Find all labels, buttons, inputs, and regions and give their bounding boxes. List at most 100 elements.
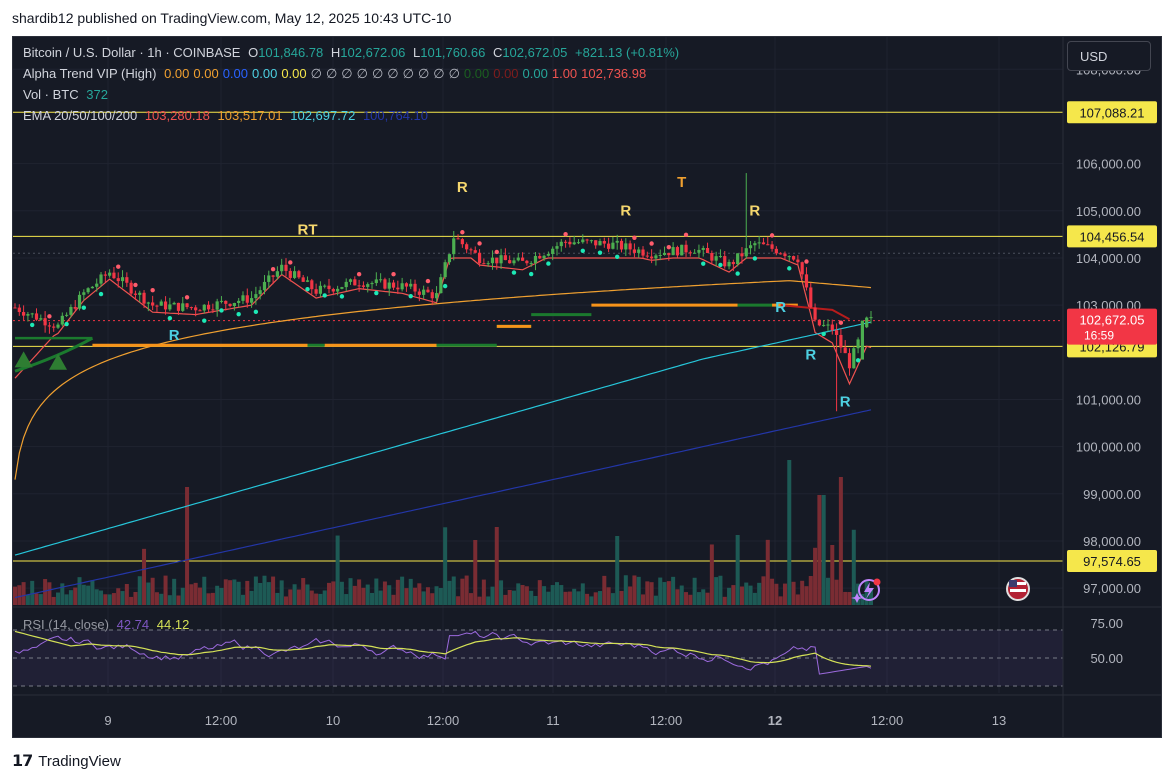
volume-bar (365, 584, 370, 605)
signal-dot (580, 248, 585, 253)
alpha-trend-value: 0.00 (222, 66, 249, 81)
candle-body (181, 303, 185, 311)
volume-bar (714, 577, 719, 605)
volume-bar (554, 582, 559, 605)
signal-dot (787, 266, 792, 271)
volume-bar (645, 581, 650, 605)
candle-body (559, 241, 563, 247)
volume-bar (202, 576, 207, 605)
candle-body (142, 292, 146, 304)
volume-bar (847, 592, 852, 605)
volume-bar (240, 594, 245, 605)
candle-body (129, 282, 133, 294)
signal-dot (150, 287, 155, 293)
volume-bar (615, 535, 620, 605)
last-price-label: 102,672.05 (1079, 313, 1144, 328)
volume-bar (722, 596, 727, 605)
signal-dot (236, 311, 241, 317)
candle-body (563, 241, 568, 243)
candle-body (262, 281, 267, 291)
signal-dot (838, 320, 844, 325)
volume-bar (692, 577, 697, 605)
candle-body (753, 243, 757, 246)
volume-name[interactable]: Vol · BTC (23, 87, 79, 102)
candle-body (761, 242, 766, 245)
footer-brand[interactable]: TradingView (38, 752, 121, 770)
volume-bar (150, 577, 155, 605)
alpha-trend-value: 1.00 (551, 66, 578, 81)
candle-body (284, 264, 288, 271)
price-tick-label: 104,000.00 (1076, 251, 1141, 266)
volume-bar (653, 595, 658, 605)
currency-button[interactable]: USD (1067, 41, 1151, 71)
candle-body (198, 310, 202, 312)
volume-bar (744, 582, 749, 605)
alpha-trend-value: ∅ (371, 66, 384, 81)
price-tick-label: 97,000.00 (1083, 581, 1141, 596)
volume-bar (81, 584, 86, 605)
volume-bar (185, 487, 190, 605)
volume-bar (124, 583, 129, 605)
rsi-band (13, 630, 1063, 686)
candle-body (271, 275, 275, 277)
volume-bar (580, 583, 585, 605)
alpha-trend-value: 102,736.98 (581, 66, 647, 81)
legend-c-label: C (492, 45, 503, 60)
candle-body (404, 283, 409, 287)
legend-symbol[interactable]: Bitcoin / U.S. Dollar · 1h · COINBASE (23, 45, 241, 60)
us-flag-icon (1010, 589, 1026, 592)
candle-body (632, 249, 637, 253)
candle-body (701, 247, 705, 250)
volume-bar (417, 583, 422, 605)
rsi-name[interactable]: RSI (14, close) (23, 617, 109, 632)
volume-bar (352, 585, 357, 605)
candle-body (116, 278, 120, 282)
volume-bar (17, 585, 22, 605)
candle-body (245, 295, 249, 303)
volume-bar (133, 591, 138, 605)
candle-body (288, 270, 292, 278)
candle-body (206, 304, 211, 310)
candle-body (482, 263, 486, 265)
volume-bar (688, 594, 693, 605)
level-price-label: 107,088.21 (1079, 105, 1144, 120)
candle-body (525, 260, 529, 264)
us-flag-icon (1010, 582, 1026, 585)
alpha-trend-name[interactable]: Alpha Trend VIP (High) (23, 66, 157, 81)
volume-bar (292, 584, 297, 605)
candle-body (133, 293, 138, 295)
candle-body (714, 256, 718, 261)
candle-body (176, 302, 181, 311)
candle-body (860, 320, 864, 360)
volume-bar (86, 585, 91, 605)
candle-body (30, 313, 34, 315)
candle-body (748, 245, 753, 249)
signal-dot (288, 260, 293, 265)
candle-body (215, 301, 219, 310)
candle-body (155, 305, 159, 307)
candle-body (787, 256, 791, 258)
rsi-tick-label: 75.00 (1090, 616, 1123, 631)
candle-body (26, 314, 30, 316)
ema100-value: 102,697.72 (290, 108, 356, 123)
ema-name[interactable]: EMA 20/50/100/200 (23, 108, 138, 123)
signal-dot (219, 308, 224, 313)
signal-dot (322, 293, 327, 298)
signal-dot (752, 256, 758, 261)
volume-bar (567, 591, 572, 605)
volume-bar (146, 582, 151, 605)
signal-dot (98, 291, 104, 297)
candle-body (520, 257, 525, 261)
signal-dot (855, 358, 861, 363)
signal-label: R (775, 299, 786, 316)
candle-body (697, 249, 701, 253)
volume-bar (752, 592, 757, 605)
volume-bar (757, 582, 762, 605)
candle-body (731, 261, 735, 265)
signal-dot (632, 235, 637, 240)
candle-body (490, 257, 495, 264)
event-lightning-icon (864, 582, 874, 599)
signal-dot (735, 271, 740, 276)
